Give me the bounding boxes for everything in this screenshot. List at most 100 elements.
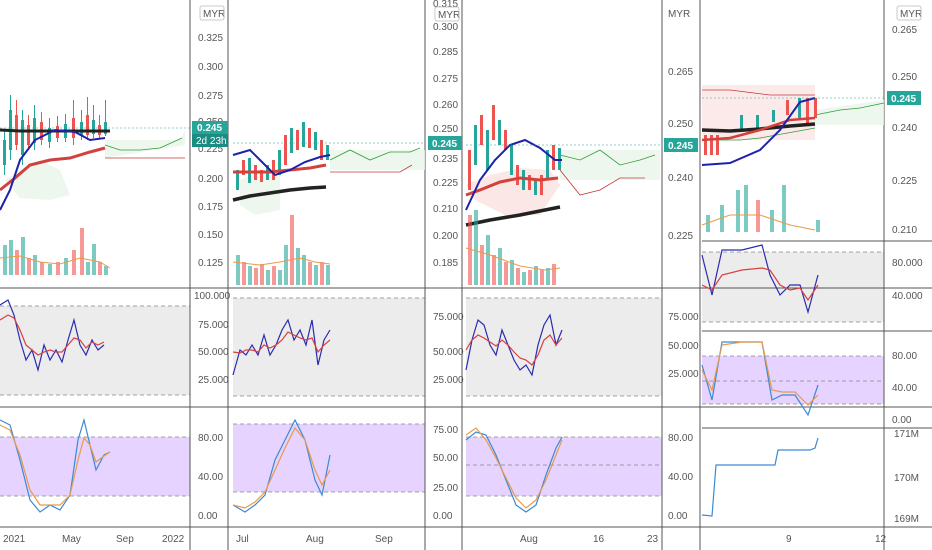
price-tick: 0.240 bbox=[892, 123, 917, 134]
osc-tick: 75.000 bbox=[433, 312, 464, 323]
osc-tick: 75.000 bbox=[668, 312, 699, 323]
price-tick: 0.300 bbox=[198, 62, 223, 73]
countdown-tag-p1 bbox=[192, 134, 228, 147]
price-tag-text-p2: 0.245 bbox=[432, 139, 457, 150]
price-chart-p1[interactable] bbox=[0, 95, 190, 275]
price-tick: 0.285 bbox=[433, 47, 458, 58]
price-tick: 0.250 bbox=[892, 72, 917, 83]
time-tick: 23 bbox=[647, 534, 659, 545]
price-tick: 0.250 bbox=[668, 119, 693, 130]
oi-p4 bbox=[701, 437, 819, 517]
price-tick: 0.225 bbox=[668, 231, 693, 242]
osc-tick: 80.000 bbox=[892, 258, 923, 269]
osc-tick: 50.00 bbox=[433, 453, 458, 464]
osc-tick: 80.00 bbox=[668, 433, 693, 444]
osc-tick: 171M bbox=[894, 429, 919, 440]
time-tick: 9 bbox=[786, 534, 792, 545]
price-tag-p2 bbox=[428, 136, 462, 150]
price-tick: 0.210 bbox=[892, 225, 917, 236]
price-tick: 0.175 bbox=[198, 202, 223, 213]
countdown-text-p1: 2d 23h bbox=[196, 136, 227, 147]
stoch-zone-p3 bbox=[466, 298, 662, 396]
price-chart-p4[interactable] bbox=[701, 85, 885, 232]
rsi-p2 bbox=[232, 418, 331, 513]
price-tag-p4 bbox=[887, 91, 921, 105]
price-tag-p1 bbox=[192, 121, 228, 134]
price-tick: 0.235 bbox=[433, 154, 458, 165]
osc-tick: 0.00 bbox=[668, 511, 688, 522]
price-tick: 0.265 bbox=[892, 25, 917, 36]
time-tick: 16 bbox=[593, 534, 605, 545]
osc-tick: 40.00 bbox=[668, 472, 693, 483]
osc-tick: 169M bbox=[894, 514, 919, 525]
axis-labels: MYR 0.325 0.300 0.275 0.250 0.225 0.200 … bbox=[3, 0, 923, 545]
price-tag-text-p1: 0.245 bbox=[197, 123, 222, 134]
time-tick: 2022 bbox=[162, 534, 185, 545]
price-tick: 0.250 bbox=[433, 124, 458, 135]
stoch-p3 bbox=[465, 313, 563, 377]
osc-tick: 75.000 bbox=[198, 320, 229, 331]
osc-tick: 80.00 bbox=[198, 433, 223, 444]
candles-p2 bbox=[236, 122, 329, 190]
osc-tick: 25.000 bbox=[198, 375, 229, 386]
osc-tick: 40.00 bbox=[198, 472, 223, 483]
price-tags: 0.245 2d 23h 0.245 0.245 0.245 bbox=[192, 91, 921, 152]
osc-tick: 40.000 bbox=[892, 291, 923, 302]
time-tick: 2021 bbox=[3, 534, 26, 545]
time-tick: Aug bbox=[520, 534, 538, 545]
price-tick: 0.315 bbox=[433, 0, 458, 10]
osc-tick: 50.000 bbox=[668, 341, 699, 352]
time-tick: Jul bbox=[236, 534, 249, 545]
currency-label-p1: MYR bbox=[203, 9, 225, 20]
oscillator-zones bbox=[0, 252, 884, 496]
price-tag-text-p4: 0.245 bbox=[891, 94, 916, 105]
osc-tick: 100.000 bbox=[194, 291, 231, 302]
price-tick: 0.275 bbox=[433, 74, 458, 85]
osc-tick: 80.00 bbox=[892, 351, 917, 362]
osc-tick: 0.00 bbox=[433, 511, 453, 522]
price-tick: 0.275 bbox=[198, 91, 223, 102]
price-chart-p3[interactable] bbox=[465, 105, 662, 285]
time-tick: Sep bbox=[375, 534, 393, 545]
price-tick: 0.240 bbox=[668, 173, 693, 184]
volume-p2 bbox=[232, 215, 331, 285]
price-tag-text-p3: 0.245 bbox=[668, 141, 693, 152]
osc-tick: 25.000 bbox=[668, 369, 699, 380]
osc-tick: 0.00 bbox=[198, 511, 218, 522]
stoch-p4 bbox=[701, 244, 819, 315]
rsi-p4 bbox=[701, 341, 819, 417]
candles-p4 bbox=[704, 98, 817, 155]
price-tick: 0.225 bbox=[433, 178, 458, 189]
candles-p3 bbox=[468, 105, 561, 195]
rsi-zone-p4 bbox=[702, 356, 884, 404]
time-tick: 12 bbox=[875, 534, 887, 545]
currency-label-p4: MYR bbox=[900, 9, 922, 20]
time-tick: May bbox=[62, 534, 81, 545]
price-tick: 0.125 bbox=[198, 258, 223, 269]
osc-tick: 25.000 bbox=[433, 375, 464, 386]
price-tick: 0.200 bbox=[198, 174, 223, 185]
band-lines bbox=[0, 251, 884, 497]
volume-p1 bbox=[0, 228, 111, 275]
volume-p4 bbox=[701, 185, 820, 232]
time-tick: Sep bbox=[116, 534, 134, 545]
time-tick: Aug bbox=[306, 534, 324, 545]
osc-tick: 0.00 bbox=[892, 415, 912, 426]
price-tick: 0.265 bbox=[668, 67, 693, 78]
price-tick: 0.225 bbox=[892, 176, 917, 187]
osc-tick: 170M bbox=[894, 473, 919, 484]
price-tick: 0.300 bbox=[433, 22, 458, 33]
stoch-p1 bbox=[0, 299, 105, 373]
stoch-zone-p1 bbox=[0, 306, 190, 395]
price-chart-p2[interactable] bbox=[232, 122, 425, 285]
stoch-zone-p4 bbox=[702, 252, 884, 322]
currency-label-p2: MYR bbox=[438, 10, 460, 21]
volume-p3 bbox=[465, 210, 561, 285]
rsi-zone-p3 bbox=[466, 437, 662, 496]
price-tick: 0.210 bbox=[433, 204, 458, 215]
currency-label-p3: MYR bbox=[668, 9, 690, 20]
osc-tick: 40.00 bbox=[892, 383, 917, 394]
rsi-p3 bbox=[465, 427, 563, 513]
